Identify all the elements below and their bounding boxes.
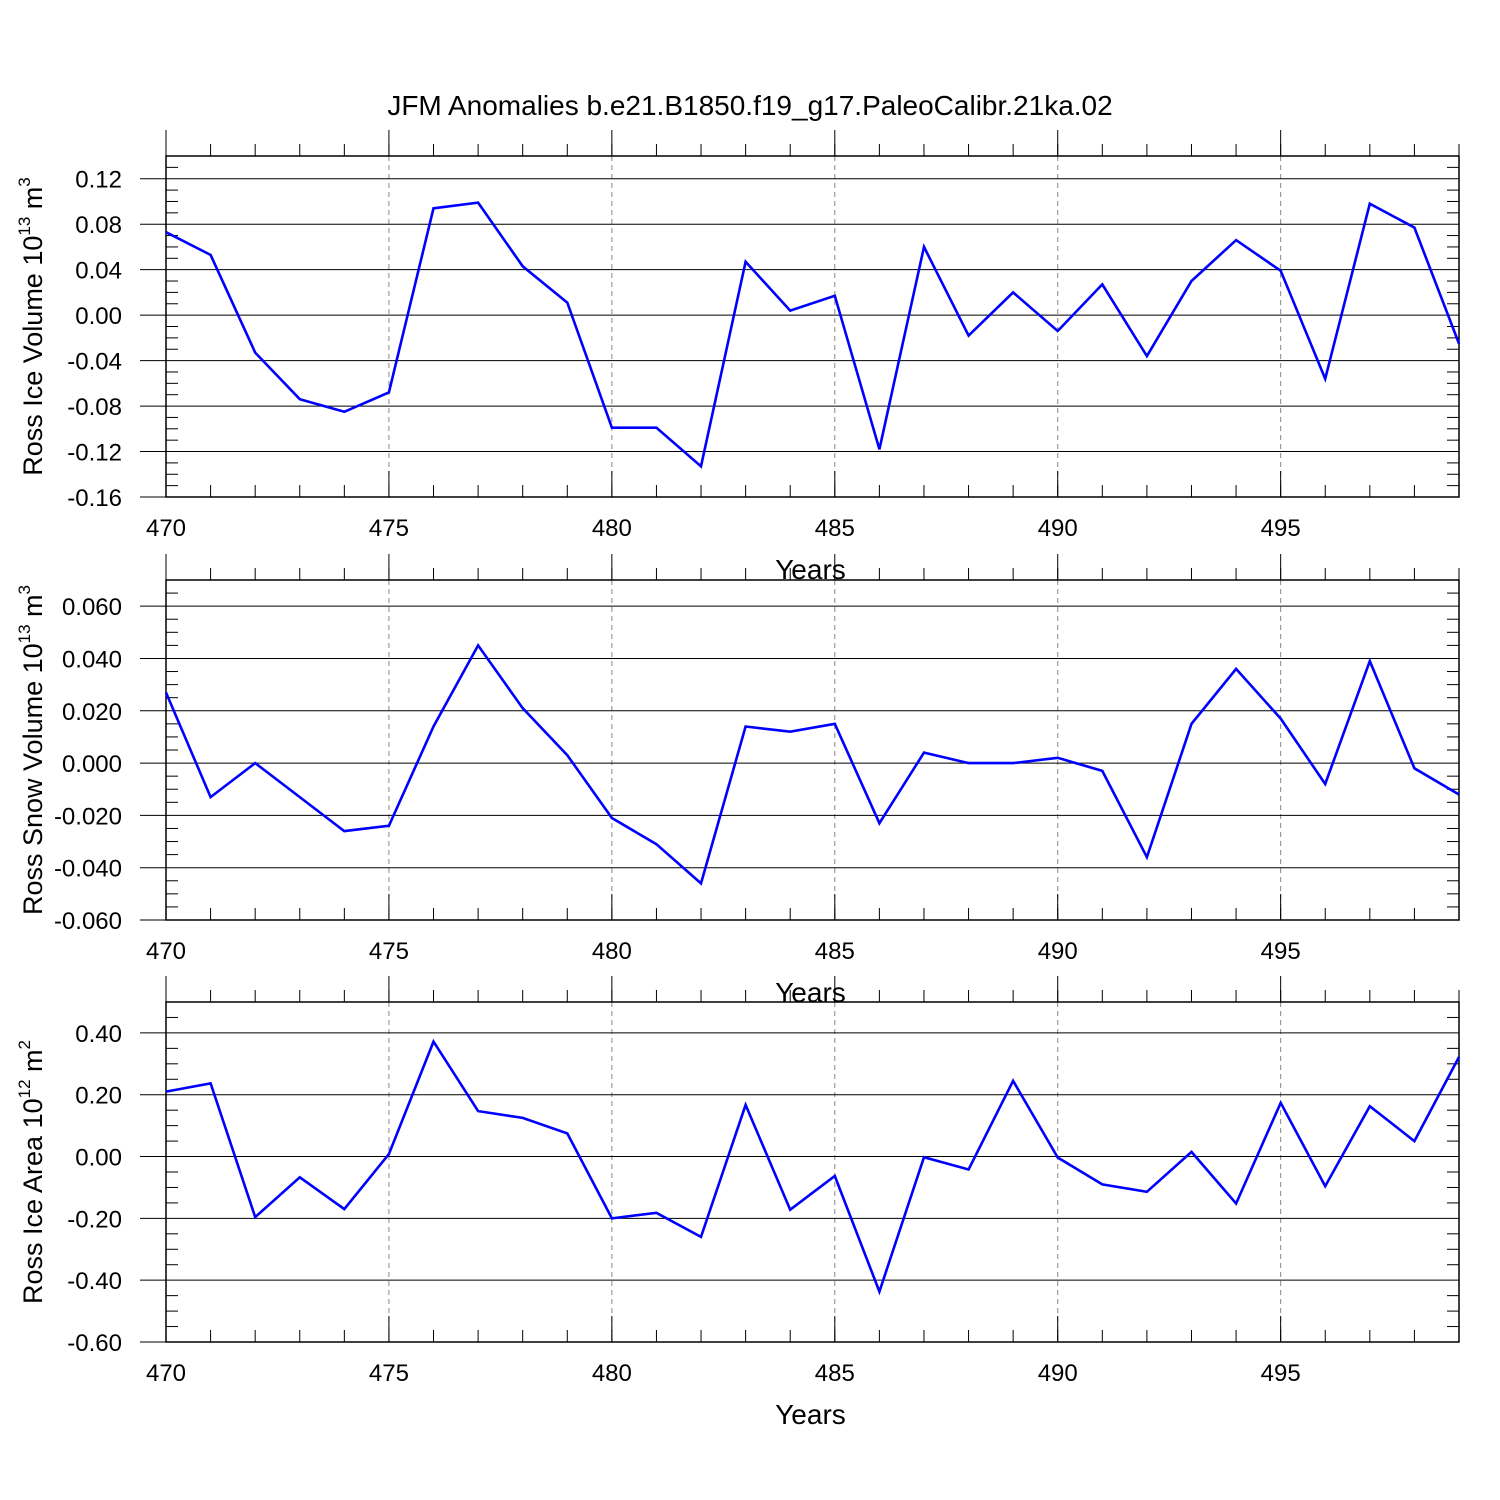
x-tick-label: 475 bbox=[369, 1360, 409, 1387]
y-tick-label: 0.04 bbox=[75, 258, 122, 285]
y-tick-label: -0.04 bbox=[67, 349, 122, 376]
x-axis-label: Years bbox=[775, 1399, 846, 1430]
y-axis-label: Ross Ice Area 1012 m2 bbox=[15, 1040, 48, 1304]
y-tick-label: -0.12 bbox=[67, 440, 122, 467]
x-tick-label: 480 bbox=[592, 1360, 632, 1387]
y-tick-label: -0.08 bbox=[67, 394, 122, 421]
y-tick-label: -0.60 bbox=[67, 1330, 122, 1357]
y-tick-label: 0.020 bbox=[62, 699, 122, 726]
y-tick-label: -0.20 bbox=[67, 1206, 122, 1233]
x-tick-label: 480 bbox=[592, 938, 632, 965]
x-axis-label: Years bbox=[775, 977, 846, 1008]
y-tick-label: -0.020 bbox=[54, 803, 122, 830]
y-tick-label: 0.08 bbox=[75, 212, 122, 239]
y-tick-label: 0.40 bbox=[75, 1021, 122, 1048]
x-tick-label: 485 bbox=[815, 938, 855, 965]
plot-frame bbox=[165, 1001, 1460, 1343]
x-tick-label: 490 bbox=[1038, 938, 1078, 965]
y-tick-label: 0.040 bbox=[62, 646, 122, 673]
x-tick-label: 490 bbox=[1038, 515, 1078, 542]
panel-1: -0.16 -0.12 -0.08 -0.04 0.00 0.04 0.08 0.12 470 4… bbox=[15, 130, 1461, 585]
plot-frame bbox=[165, 155, 1460, 498]
x-tick-label: 480 bbox=[592, 515, 632, 542]
y-tick-label: 0.00 bbox=[75, 1145, 122, 1172]
panel-3: -0.60 -0.40 -0.20 0.00 0.20 0.40 470 475 480 485 4… bbox=[15, 976, 1461, 1430]
x-tick-label: 495 bbox=[1261, 515, 1301, 542]
panel-2: -0.060 -0.040 -0.020 0.000 0.020 0.040 0.060 47… bbox=[15, 554, 1460, 1008]
x-tick-label: 475 bbox=[369, 938, 409, 965]
series-line bbox=[165, 201, 1461, 469]
x-tick-label: 485 bbox=[815, 515, 855, 542]
x-tick-label: 470 bbox=[146, 938, 186, 965]
x-tick-label: 495 bbox=[1261, 938, 1301, 965]
y-axis-label: Ross Ice Volume 1013 m3 bbox=[15, 177, 48, 476]
y-tick-label: 0.12 bbox=[75, 167, 122, 194]
x-tick-label: 495 bbox=[1261, 1360, 1301, 1387]
y-tick-label: 0.060 bbox=[62, 594, 122, 621]
x-tick-label: 470 bbox=[146, 1360, 186, 1387]
series-line bbox=[165, 1038, 1461, 1296]
y-tick-label: 0.00 bbox=[75, 303, 122, 330]
x-tick-label: 485 bbox=[815, 1360, 855, 1387]
y-tick-label: 0.20 bbox=[75, 1083, 122, 1110]
y-tick-label: -0.40 bbox=[67, 1268, 122, 1295]
x-tick-label: 475 bbox=[369, 515, 409, 542]
x-tick-label: 490 bbox=[1038, 1360, 1078, 1387]
series-line bbox=[164, 642, 1460, 886]
y-tick-label: 0.000 bbox=[62, 751, 122, 778]
figure-title: JFM Anomalies b.e21.B1850.f19_g17.PaleoC… bbox=[387, 90, 1113, 121]
y-axis-label: Ross Snow Volume 1013 m3 bbox=[15, 585, 48, 915]
y-tick-label: -0.16 bbox=[67, 485, 122, 512]
plot-frame bbox=[165, 579, 1460, 921]
y-tick-label: -0.060 bbox=[54, 908, 122, 935]
x-tick-label: 470 bbox=[146, 515, 186, 542]
y-tick-label: -0.040 bbox=[54, 856, 122, 883]
